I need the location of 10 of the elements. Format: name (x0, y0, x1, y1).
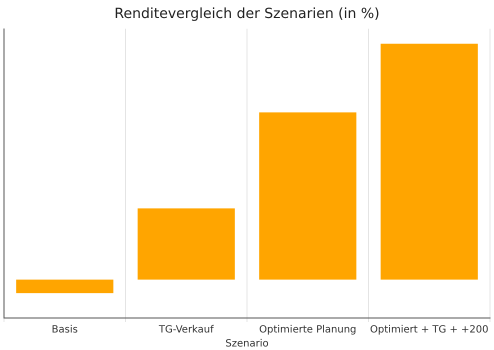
x-tick-label: Basis (52, 324, 78, 336)
x-axis-title: Szenario (225, 338, 269, 350)
bar (138, 208, 235, 280)
bar (16, 280, 114, 294)
x-tick-label: Optimiert + TG + +200 (370, 324, 488, 336)
x-tick-label: Optimierte Planung (259, 324, 356, 336)
chart-title: Renditevergleich der Szenarien (in %) (114, 6, 380, 22)
x-tick-label: TG-Verkauf (158, 324, 214, 336)
bar (259, 112, 356, 280)
bar (380, 44, 478, 280)
